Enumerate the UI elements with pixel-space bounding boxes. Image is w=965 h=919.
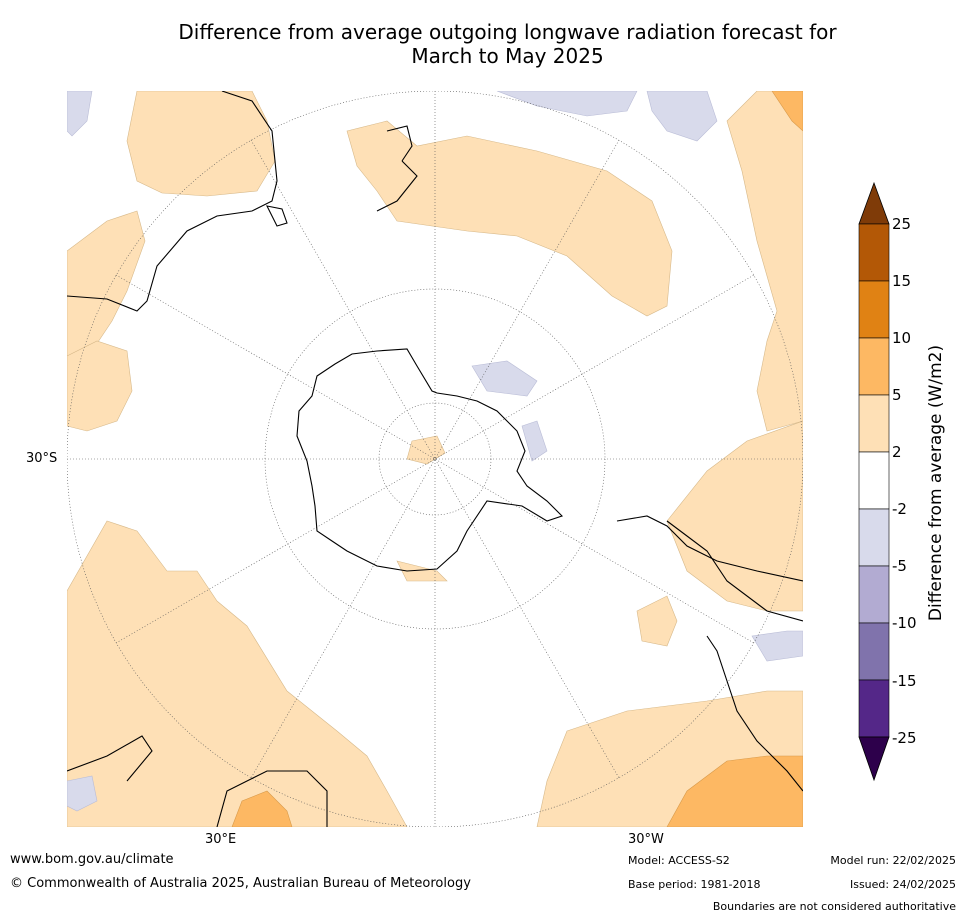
footer-disclaimer: Boundaries are not considered authoritat… (712, 900, 956, 913)
title-line-1: Difference from average outgoing longwav… (178, 20, 837, 44)
anomaly-patch-top-left (126, 91, 276, 197)
polar-map (67, 91, 803, 827)
south-america-tip (666, 520, 803, 622)
footer-model: Model: ACCESS-S2 (628, 854, 730, 867)
footer-website: www.bom.gov.au/climate (10, 852, 174, 867)
anomaly-patch-bottom-left-lavender (67, 775, 98, 812)
colorbar-bin-neg10-neg15 (858, 622, 890, 681)
anomaly-patch-right-lavender (751, 630, 803, 662)
anomaly-patch-right-upper (726, 91, 803, 432)
colorbar-bin-neg2-neg5 (858, 508, 890, 567)
colorbar-tick-neg2: -2 (892, 500, 907, 518)
colorbar-tick-25: 25 (892, 215, 912, 233)
colorbar-tick-5: 5 (892, 386, 902, 404)
australia-coastline (67, 91, 278, 312)
madagascar-coastline (67, 735, 153, 782)
colorbar-bin-neg15-neg25 (858, 679, 890, 738)
anomaly-patch-bottom-right-orange (666, 755, 803, 827)
footer-model-run: Model run: 22/02/2025 (830, 854, 956, 867)
longitude-label-30w: 30°W (628, 832, 664, 847)
colorbar-extend-top (858, 181, 890, 225)
anomaly-patch-top-right-orange (771, 91, 803, 132)
colorbar (858, 181, 890, 782)
colorbar-bin-5-10 (858, 337, 890, 396)
anomaly-patch-peninsula-lavender (521, 420, 548, 462)
anomaly-patch-weddell-lavender (471, 360, 538, 397)
colorbar-bin-15-25 (858, 223, 890, 282)
colorbar-tick-neg10: -10 (892, 614, 917, 632)
footer-issued: Issued: 24/02/2025 (849, 878, 956, 891)
anomaly-patch-coast (396, 560, 448, 582)
anomaly-patch-south-america (666, 420, 803, 612)
anomaly-patch-new-zealand (346, 120, 673, 317)
colorbar-tick-neg25: -25 (892, 729, 917, 747)
latitude-label-30s: 30°S (26, 451, 58, 466)
anomaly-patch-bottom-left-orange (231, 790, 293, 827)
colorbar-title-text: Difference from average (W/m2) (926, 344, 946, 622)
longitude-label-30e: 30°E (205, 832, 237, 847)
footer-copyright: © Commonwealth of Australia 2025, Austra… (10, 876, 471, 891)
colorbar-extend-bottom (858, 736, 890, 782)
colorbar-bin-2-5 (858, 394, 890, 453)
new-zealand-south (376, 160, 418, 212)
colorbar-bin-neg5-neg10 (858, 565, 890, 624)
anomaly-patch-top-left-lavender (67, 91, 93, 137)
map-title: Difference from average outgoing longwav… (100, 20, 915, 68)
graticule (67, 91, 803, 827)
title-line-2: March to May 2025 (411, 44, 604, 68)
anomaly-patch-atlantic (636, 595, 678, 647)
negative-anomaly-regions (67, 91, 803, 812)
mid-positive-anomaly-regions (231, 91, 803, 827)
antarctica-coastline (296, 348, 564, 572)
footer-base-period: Base period: 1981-2018 (628, 878, 761, 891)
colorbar-tick-15: 15 (892, 272, 912, 290)
colorbar-bin-10-15 (858, 280, 890, 339)
colorbar-bin-neutral (858, 451, 890, 510)
anomaly-patch-top-right-lavender (646, 91, 718, 142)
anomaly-patch-left-2 (67, 340, 133, 432)
tasmania-coastline (266, 205, 288, 227)
new-zealand-north (386, 125, 413, 162)
colorbar-tick-2: 2 (892, 443, 902, 461)
south-america-coastline (616, 515, 803, 582)
positive-anomaly-regions (67, 91, 803, 827)
colorbar-tick-neg15: -15 (892, 672, 917, 690)
bottom-left-coastline (216, 770, 328, 827)
anomaly-patch-top-lavender (496, 91, 638, 117)
coastlines (67, 91, 803, 827)
africa-coastline (706, 635, 803, 792)
colorbar-tick-neg5: -5 (892, 557, 907, 575)
colorbar-tick-10: 10 (892, 329, 912, 347)
